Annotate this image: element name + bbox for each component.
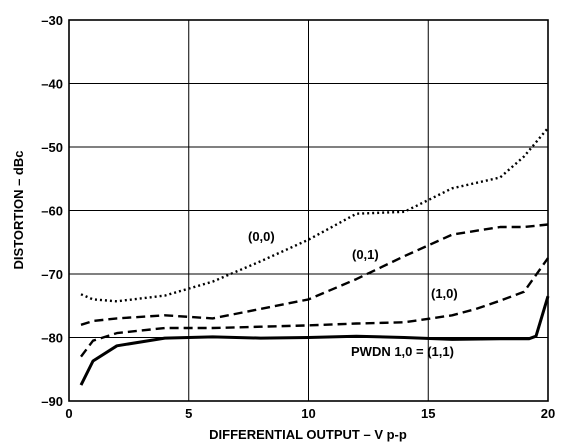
y-tick-label: –70 — [41, 267, 63, 282]
series-line-3 — [80, 257, 549, 358]
grid — [69, 20, 548, 401]
x-tick-labels: 0 5 10 15 20 — [65, 406, 555, 421]
annotation-series-00: (0,0) — [248, 229, 275, 244]
annotation-series-01: (0,1) — [352, 247, 379, 262]
x-tick-label: 20 — [541, 406, 555, 421]
y-tick-label: –30 — [41, 13, 63, 28]
y-tick-labels: –30 –40 –50 –60 –70 –80 –90 — [41, 13, 63, 409]
y-tick-label: –50 — [41, 140, 63, 155]
annotation-series-10: (1,0) — [431, 286, 458, 301]
x-tick-label: 0 — [65, 406, 72, 421]
y-tick-label: –60 — [41, 204, 63, 219]
x-tick-label: 15 — [421, 406, 435, 421]
x-tick-label: 5 — [185, 406, 192, 421]
x-axis-label: DIFFERENTIAL OUTPUT – V p-p — [209, 427, 407, 442]
series-lines — [79, 127, 550, 386]
series-line-4 — [79, 295, 550, 386]
y-tick-label: –80 — [41, 331, 63, 346]
plot-frame — [68, 19, 549, 402]
annotation-series-11: PWDN 1,0 = (1,1) — [351, 344, 454, 359]
y-tick-label: –90 — [41, 394, 63, 409]
x-tick-label: 10 — [301, 406, 315, 421]
series-line-2 — [80, 223, 549, 326]
y-tick-label: –40 — [41, 77, 63, 92]
y-axis-label: DISTORTION – dBc — [11, 151, 26, 270]
series-line-1 — [80, 127, 549, 303]
